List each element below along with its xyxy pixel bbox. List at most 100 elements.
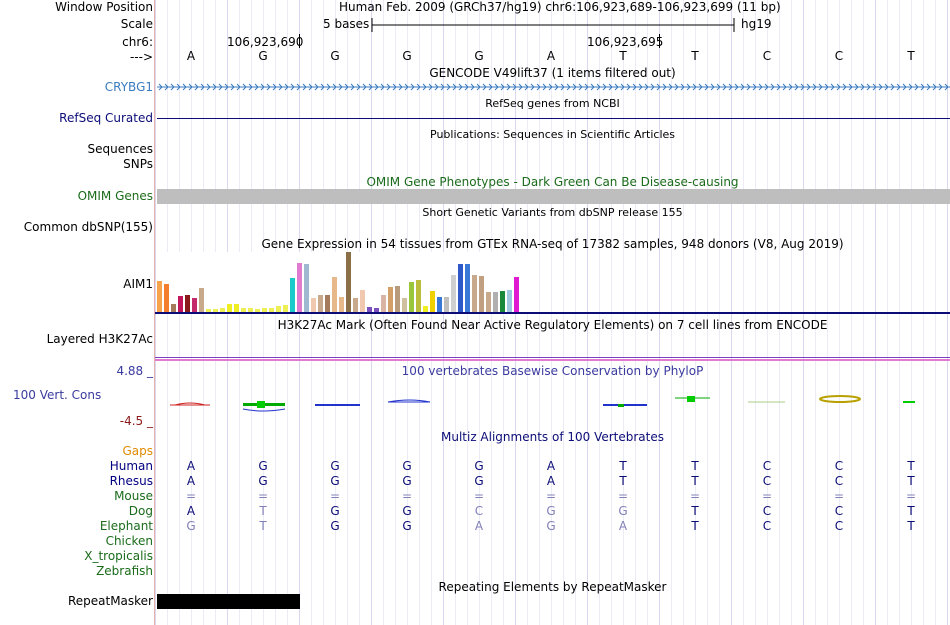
tissue-expression-bar[interactable] <box>367 307 372 312</box>
species-label[interactable]: Mouse <box>114 489 153 503</box>
h3k27ac-label[interactable]: Layered H3K27Ac <box>46 332 153 346</box>
tissue-expression-bar[interactable] <box>493 292 498 312</box>
tissue-expression-bar[interactable] <box>325 295 330 312</box>
tissue-expression-bar[interactable] <box>360 290 365 312</box>
tissue-expression-bar[interactable] <box>346 252 351 312</box>
snps-label[interactable]: SNPs <box>123 157 153 171</box>
tissue-expression-bar[interactable] <box>164 284 169 312</box>
tissue-expression-bar[interactable] <box>241 308 246 312</box>
tissue-expression-bar[interactable] <box>269 308 274 312</box>
tissue-expression-bar[interactable] <box>353 298 358 312</box>
omim-label[interactable]: OMIM Genes <box>77 189 153 203</box>
dbsnp-track-title[interactable]: Short Genetic Variants from dbSNP releas… <box>422 206 683 219</box>
tissue-expression-bar[interactable] <box>185 295 190 312</box>
gencode-track-title[interactable]: GENCODE V49lift37 (1 items filtered out) <box>429 66 676 80</box>
species-label[interactable]: Elephant <box>99 519 153 533</box>
tissue-expression-bar[interactable] <box>234 304 239 312</box>
tissue-expression-bar[interactable] <box>213 309 218 312</box>
tissue-expression-bar[interactable] <box>465 264 470 312</box>
tissue-expression-bar[interactable] <box>255 309 260 312</box>
strand-chevron <box>644 83 649 91</box>
gencode-gene-label[interactable]: CRYBG1 <box>104 80 153 94</box>
gencode-gene-feature[interactable] <box>157 81 950 93</box>
aligned-base: C <box>834 459 844 473</box>
species-label[interactable]: Dog <box>128 504 153 518</box>
tissue-expression-bar[interactable] <box>409 282 414 312</box>
phylop-track-title[interactable]: 100 vertebrates Basewise Conservation by… <box>401 364 704 378</box>
species-label[interactable]: Human <box>109 459 153 473</box>
refseq-gene-line[interactable] <box>157 118 950 119</box>
tissue-expression-bar[interactable] <box>206 309 211 312</box>
tissue-expression-bar[interactable] <box>178 296 183 312</box>
repeatmasker-track-title[interactable]: Repeating Elements by RepeatMasker <box>438 580 667 594</box>
tissue-expression-bar[interactable] <box>283 305 288 312</box>
tissue-expression-bar[interactable] <box>395 286 400 312</box>
omim-track-title[interactable]: OMIM Gene Phenotypes - Dark Green Can Be… <box>366 175 739 189</box>
tissue-expression-bar[interactable] <box>199 288 204 312</box>
gtex-gene-label[interactable]: AIM1 <box>123 277 153 291</box>
tissue-expression-bar[interactable] <box>486 292 491 312</box>
sequences-label[interactable]: Sequences <box>87 142 153 156</box>
tissue-expression-bar[interactable] <box>388 287 393 312</box>
tissue-expression-bar[interactable] <box>262 308 267 312</box>
tissue-expression-bar[interactable] <box>157 281 162 312</box>
tissue-expression-bar[interactable] <box>220 308 225 312</box>
phylop-label[interactable]: 100 Vert. Cons <box>13 388 102 402</box>
h3k27ac-track-title[interactable]: H3K27Ac Mark (Often Found Near Active Re… <box>277 318 828 332</box>
strand-chevron <box>782 83 787 91</box>
tissue-expression-bar[interactable] <box>339 297 344 312</box>
phylop-signal[interactable] <box>155 392 950 416</box>
tissue-expression-bar[interactable] <box>248 308 253 312</box>
tissue-expression-bar[interactable] <box>451 275 456 312</box>
species-label[interactable]: X_tropicalis <box>84 549 153 563</box>
repeatmasker-label[interactable]: RepeatMasker <box>67 594 153 608</box>
tissue-expression-bar[interactable] <box>304 264 309 312</box>
tissue-expression-bar[interactable] <box>444 297 449 312</box>
omim-gene-bar[interactable] <box>157 189 950 204</box>
species-label[interactable]: Rhesus <box>109 474 153 488</box>
tissue-expression-bar[interactable] <box>374 308 379 312</box>
strand-chevron <box>812 83 817 91</box>
refseq-label[interactable]: RefSeq Curated <box>59 111 153 125</box>
tissue-expression-bar[interactable] <box>430 291 435 312</box>
gtex-expression-bars[interactable] <box>157 252 535 312</box>
refseq-track-title[interactable]: RefSeq genes from NCBI <box>485 97 620 110</box>
tissue-expression-bar[interactable] <box>500 291 505 312</box>
tissue-expression-bar[interactable] <box>437 297 442 312</box>
tissue-expression-bar[interactable] <box>290 278 295 312</box>
tissue-expression-bar[interactable] <box>171 304 176 312</box>
species-label[interactable]: Chicken <box>105 534 153 548</box>
tissue-expression-bar[interactable] <box>402 298 407 312</box>
tissue-expression-bar[interactable] <box>311 298 316 312</box>
h3k27ac-signal-line[interactable] <box>155 357 950 358</box>
tissue-expression-bar[interactable] <box>227 304 232 312</box>
tissue-expression-bar[interactable] <box>318 295 323 312</box>
gaps-label[interactable]: Gaps <box>122 444 153 458</box>
multiz-track-title[interactable]: Multiz Alignments of 100 Vertebrates <box>440 430 665 444</box>
tissue-expression-bar[interactable] <box>479 276 484 312</box>
h3k27ac-signal-line[interactable] <box>155 359 950 361</box>
strand-chevron <box>620 83 625 91</box>
gtex-gene-line[interactable] <box>155 312 950 314</box>
reference-base: T <box>619 49 627 63</box>
repeat-element[interactable] <box>157 594 300 609</box>
tissue-expression-bar[interactable] <box>472 275 477 312</box>
strand-chevron <box>638 83 643 91</box>
species-label[interactable]: Zebrafish <box>96 564 153 578</box>
reference-base: C <box>834 49 844 63</box>
gtex-track-title[interactable]: Gene Expression in 54 tissues from GTEx … <box>261 237 844 251</box>
strand-chevron <box>674 83 679 91</box>
aligned-base: = <box>833 489 845 503</box>
tissue-expression-bar[interactable] <box>381 295 386 312</box>
publications-track-title[interactable]: Publications: Sequences in Scientific Ar… <box>430 128 675 141</box>
tissue-expression-bar[interactable] <box>192 298 197 312</box>
tissue-expression-bar[interactable] <box>507 290 512 312</box>
tissue-expression-bar[interactable] <box>423 306 428 312</box>
tissue-expression-bar[interactable] <box>416 280 421 312</box>
tissue-expression-bar[interactable] <box>297 263 302 312</box>
tissue-expression-bar[interactable] <box>514 277 519 312</box>
dbsnp-label[interactable]: Common dbSNP(155) <box>23 220 153 234</box>
tissue-expression-bar[interactable] <box>276 306 281 312</box>
tissue-expression-bar[interactable] <box>332 277 337 312</box>
tissue-expression-bar[interactable] <box>458 264 463 312</box>
